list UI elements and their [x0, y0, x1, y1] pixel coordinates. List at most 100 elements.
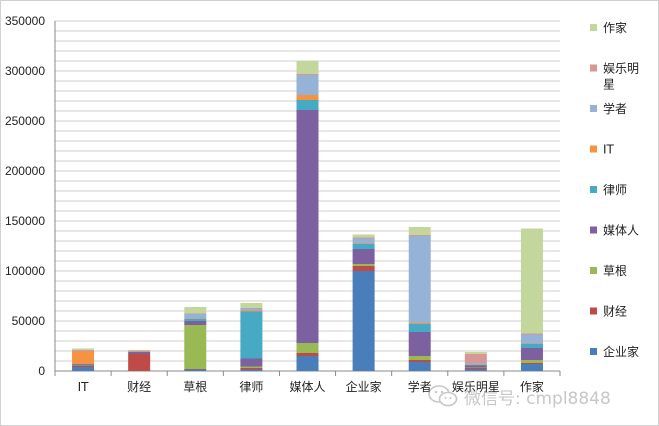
bar-segment [72, 351, 95, 364]
bar-segment [408, 323, 431, 324]
bar-segment [464, 354, 487, 363]
bar-segment [408, 356, 431, 360]
bar-segment [408, 332, 431, 356]
bar-segment [352, 234, 375, 238]
bar-segment [520, 334, 543, 344]
legend-label: 企业家 [603, 344, 639, 359]
legend-swatch [590, 307, 597, 315]
bar-segment [240, 311, 263, 359]
bar-segment [464, 365, 487, 368]
bar-segment [464, 352, 487, 354]
legend-swatch [590, 186, 597, 193]
bar-segment [184, 313, 207, 314]
bar-segment [352, 249, 375, 264]
bar-segment [520, 333, 543, 335]
bars [72, 61, 543, 371]
bar-segment [408, 227, 431, 235]
bar-segment [72, 350, 95, 351]
bar-segment [240, 369, 263, 371]
bar-segment [408, 235, 431, 236]
bar-segment [184, 325, 207, 369]
bar-segment [352, 237, 375, 239]
bar-segment [240, 366, 263, 368]
y-tick-label: 0 [38, 364, 45, 378]
bar-segment [184, 321, 207, 325]
bar-segment [408, 360, 431, 362]
x-category-label: 学者 [408, 379, 432, 394]
bar-segment [464, 368, 487, 369]
legend-label: 律师 [603, 183, 627, 197]
y-tick-label: 250000 [5, 114, 45, 128]
y-tick-label: 350000 [5, 14, 45, 28]
watermark: 微信号: cmpl8848 [428, 382, 642, 410]
bar-segment [352, 244, 375, 249]
bar-segment [352, 271, 375, 371]
legend-swatch [590, 226, 597, 234]
bar-segment [520, 360, 543, 363]
bar-segment [352, 238, 375, 244]
bar-segment [72, 364, 95, 365]
x-category-label: 媒体人 [289, 380, 325, 394]
bar-segment [296, 110, 319, 343]
bar-segment [408, 324, 431, 332]
legend-swatch [590, 105, 597, 112]
wechat-icon [428, 385, 458, 407]
bar-segment [184, 369, 207, 371]
legend-label: 财经 [603, 305, 627, 319]
legend-label: 媒体人 [603, 224, 639, 238]
tick-labels: 0 50000 100000 150000 200000 250000 300000 3500… [5, 14, 544, 394]
bar-segment [464, 364, 487, 365]
bar-segment [72, 348, 95, 350]
bar-segment [296, 75, 319, 95]
bar-segment [184, 369, 207, 370]
bar-segment [520, 364, 543, 371]
legend-label: 学者 [603, 101, 627, 116]
bar-segment [352, 243, 375, 244]
legend-swatch [590, 64, 597, 72]
legend-label-cont: 星 [603, 78, 615, 92]
legend-swatch [590, 267, 597, 274]
bar-segment [296, 353, 319, 356]
legend-swatch [590, 348, 597, 355]
bar-segment [72, 365, 95, 366]
bar-segment [520, 363, 543, 364]
bar-segment [520, 348, 543, 360]
x-category-label: 作家 [520, 379, 544, 394]
legend-label: IT [603, 143, 615, 157]
y-tick-label: 300000 [5, 64, 45, 78]
bar-segment [184, 314, 207, 319]
y-tick-label: 150000 [5, 214, 45, 228]
x-category-label: 财经 [127, 380, 151, 394]
bar-segment [128, 351, 151, 352]
bar-segment [464, 363, 487, 365]
bar-segment [72, 350, 95, 351]
bar-segment [296, 343, 319, 353]
bar-segment [72, 367, 95, 371]
bar-segment [296, 95, 319, 100]
bar-segment [72, 364, 95, 366]
bar-segment [464, 365, 487, 366]
bar-segment [464, 369, 487, 371]
x-category-label: 娱乐明星 [452, 380, 500, 394]
bar-segment [408, 236, 431, 323]
bar-segment [520, 343, 543, 344]
bar-segment [296, 100, 319, 110]
bar-segment [128, 350, 151, 351]
x-category-label: IT [78, 380, 90, 394]
legend-label: 作家 [603, 20, 627, 35]
bar-segment [184, 318, 207, 319]
x-category-label: 律师 [239, 380, 263, 394]
bar-segment [352, 264, 375, 266]
bar-segment [464, 367, 487, 368]
bar-segment [240, 310, 263, 312]
bar-segment [240, 368, 263, 370]
bar-segment [128, 352, 151, 354]
watermark-text: 微信号: cmpl8848 [464, 388, 611, 409]
bar-segment [240, 308, 263, 311]
bar-segment [240, 308, 263, 309]
x-category-label: 草根 [183, 380, 207, 394]
bar-segment [240, 303, 263, 308]
bar-segment [408, 362, 431, 371]
